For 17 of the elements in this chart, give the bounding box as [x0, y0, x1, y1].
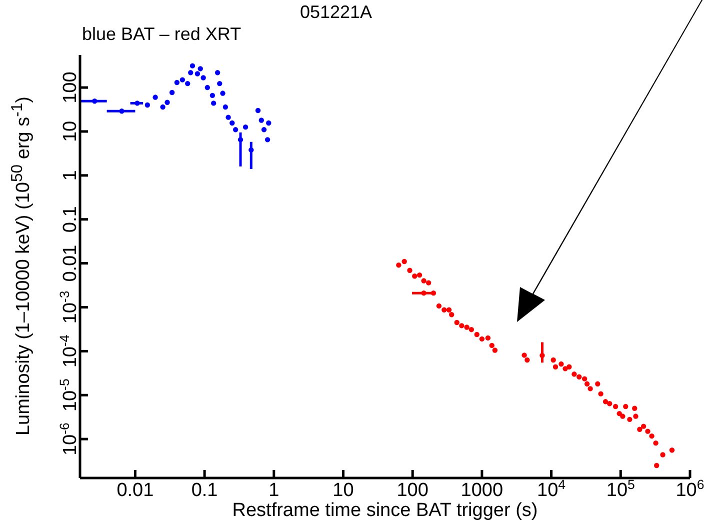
x-axis-title: Restframe time since BAT trigger (s) — [231, 500, 539, 522]
x-tick-label: 10$^{5}$ — [606, 476, 635, 501]
x-tick-label: 10$^{6}$ — [676, 476, 704, 501]
x-tick-label: 1000 — [460, 480, 504, 501]
chart-subtitle: blue BAT – red XRT — [82, 24, 242, 45]
x-tick-label: 10$^{4}$ — [537, 476, 566, 501]
x-tick-label: 1 — [268, 480, 280, 501]
x-tick-label: 100 — [396, 480, 428, 501]
y-tick-label: 0.1 — [60, 206, 81, 233]
chart-title: 051221A — [298, 2, 374, 23]
x-tick-label: 10 — [332, 480, 354, 501]
y-tick-label: 100 — [60, 72, 81, 104]
y-tick-label: 0.01 — [60, 244, 81, 282]
x-tick-label: 0.01 — [116, 480, 154, 501]
y-tick-label: 1 — [60, 170, 81, 181]
y-tick-label: 10 — [60, 120, 81, 142]
x-tick-label: 0.1 — [191, 480, 218, 501]
